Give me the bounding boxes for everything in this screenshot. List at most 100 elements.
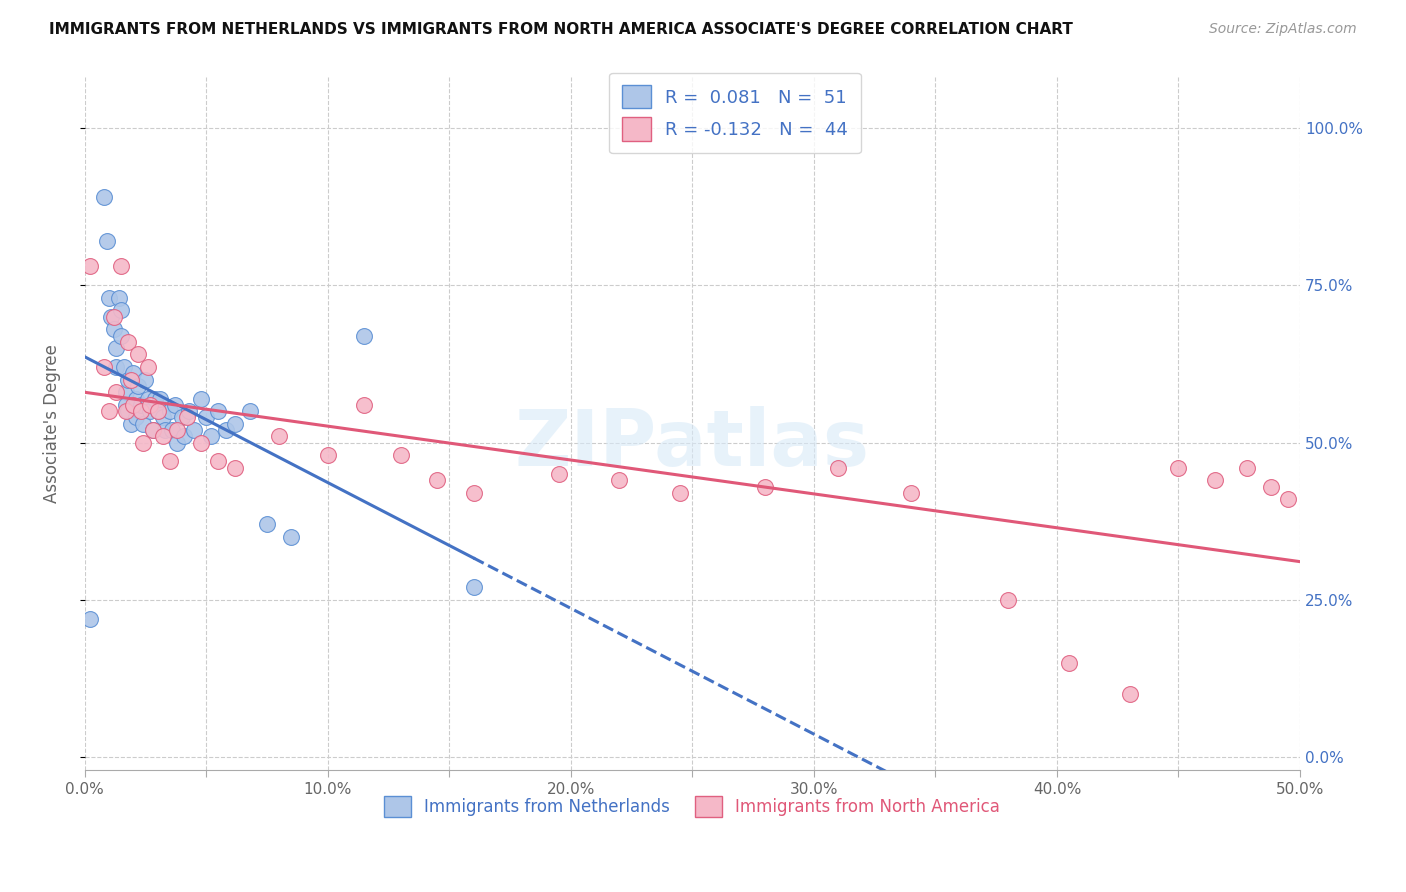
Point — [669, 486, 692, 500]
Point — [127, 347, 149, 361]
Point — [997, 593, 1019, 607]
Point — [316, 448, 339, 462]
Point — [754, 480, 776, 494]
Point — [129, 404, 152, 418]
Point — [153, 423, 176, 437]
Point — [134, 373, 156, 387]
Text: ZIPatlas: ZIPatlas — [515, 407, 870, 483]
Point — [79, 612, 101, 626]
Point — [353, 398, 375, 412]
Point — [183, 423, 205, 437]
Point — [125, 410, 148, 425]
Point — [132, 435, 155, 450]
Text: IMMIGRANTS FROM NETHERLANDS VS IMMIGRANTS FROM NORTH AMERICA ASSOCIATE'S DEGREE : IMMIGRANTS FROM NETHERLANDS VS IMMIGRANT… — [49, 22, 1073, 37]
Point — [269, 429, 291, 443]
Point — [200, 429, 222, 443]
Point — [115, 398, 138, 412]
Point — [117, 373, 139, 387]
Point — [143, 392, 166, 406]
Point — [142, 423, 165, 437]
Point — [426, 474, 449, 488]
Point — [107, 291, 129, 305]
Point — [166, 435, 188, 450]
Point — [195, 410, 218, 425]
Point — [207, 454, 229, 468]
Point — [149, 392, 172, 406]
Point — [207, 404, 229, 418]
Point — [100, 310, 122, 324]
Point — [110, 260, 132, 274]
Point — [353, 328, 375, 343]
Point — [98, 404, 121, 418]
Point — [1277, 492, 1299, 507]
Point — [224, 417, 246, 431]
Point — [1260, 480, 1282, 494]
Point — [166, 423, 188, 437]
Point — [900, 486, 922, 500]
Point — [389, 448, 412, 462]
Point — [122, 367, 145, 381]
Point — [463, 581, 485, 595]
Point — [280, 530, 302, 544]
Point — [103, 322, 125, 336]
Point — [122, 398, 145, 412]
Point — [152, 429, 174, 443]
Point — [1057, 656, 1080, 670]
Point — [159, 454, 181, 468]
Point — [146, 404, 169, 418]
Point — [136, 359, 159, 374]
Point — [1119, 688, 1142, 702]
Point — [93, 190, 115, 204]
Point — [139, 398, 162, 412]
Point — [547, 467, 569, 481]
Point — [105, 359, 128, 374]
Point — [163, 398, 186, 412]
Point — [139, 404, 162, 418]
Point — [190, 435, 212, 450]
Point — [103, 310, 125, 324]
Point — [125, 392, 148, 406]
Point — [1236, 460, 1258, 475]
Point — [827, 460, 849, 475]
Point — [105, 385, 128, 400]
Point — [115, 385, 138, 400]
Point — [112, 359, 135, 374]
Point — [117, 334, 139, 349]
Point — [239, 404, 262, 418]
Point — [173, 429, 195, 443]
Point — [160, 423, 183, 437]
Point — [256, 517, 278, 532]
Point — [129, 398, 152, 412]
Point — [120, 373, 142, 387]
Point — [105, 341, 128, 355]
Point — [120, 417, 142, 431]
Point — [152, 410, 174, 425]
Point — [159, 404, 181, 418]
Point — [136, 392, 159, 406]
Point — [110, 328, 132, 343]
Point — [463, 486, 485, 500]
Point — [1167, 460, 1189, 475]
Point — [132, 417, 155, 431]
Point — [117, 404, 139, 418]
Point — [215, 423, 238, 437]
Point — [224, 460, 246, 475]
Point — [79, 260, 101, 274]
Point — [93, 359, 115, 374]
Point — [190, 392, 212, 406]
Point — [609, 474, 631, 488]
Point — [179, 404, 201, 418]
Point — [110, 303, 132, 318]
Point — [142, 423, 165, 437]
Point — [98, 291, 121, 305]
Point — [176, 410, 198, 425]
Point — [115, 404, 138, 418]
Point — [146, 404, 169, 418]
Point — [170, 410, 193, 425]
Point — [96, 234, 118, 248]
Y-axis label: Associate's Degree: Associate's Degree — [44, 344, 60, 503]
Text: Source: ZipAtlas.com: Source: ZipAtlas.com — [1209, 22, 1357, 37]
Legend: Immigrants from Netherlands, Immigrants from North America: Immigrants from Netherlands, Immigrants … — [378, 789, 1007, 824]
Point — [1204, 474, 1226, 488]
Point — [127, 379, 149, 393]
